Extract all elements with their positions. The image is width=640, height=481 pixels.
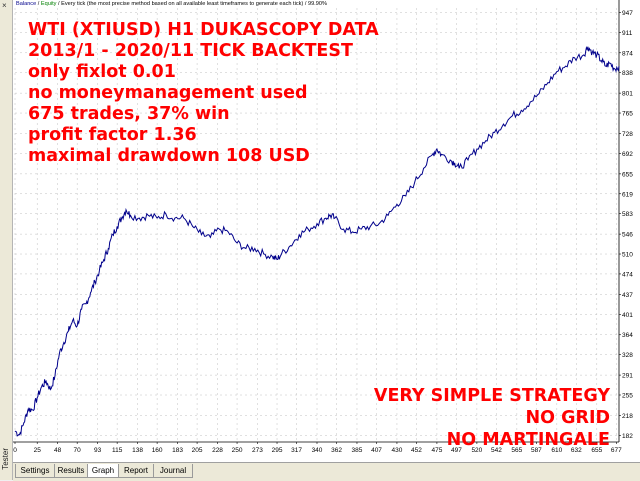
y-tick-label: 655 <box>622 171 633 178</box>
overlay-line: profit factor 1.36 <box>28 125 197 145</box>
y-tick-label: 947 <box>622 10 633 17</box>
tab-journal[interactable]: Journal <box>153 464 193 478</box>
tester-label: Tester <box>1 448 10 470</box>
overlay-line: WTI (XTIUSD) H1 DUKASCOPY DATA <box>28 20 379 40</box>
tab-graph[interactable]: Graph <box>87 464 119 478</box>
y-tick-label: 546 <box>622 232 633 239</box>
tester-tabs-bar: Settings Results Graph Report Journal <box>13 462 640 481</box>
overlay-line: 2013/1 - 2020/11 TICK BACKTEST <box>28 41 353 61</box>
x-tick-label: 497 <box>451 447 462 454</box>
x-tick-label: 430 <box>392 447 403 454</box>
chart-info-line: Balance / Equity / Every tick (the most … <box>16 1 327 7</box>
x-tick-label: 407 <box>371 447 382 454</box>
x-tick-label: 362 <box>331 447 342 454</box>
overlay-line: NO GRID <box>525 408 611 428</box>
y-tick-label: 218 <box>622 413 633 420</box>
overlay-line: 675 trades, 37% win <box>28 104 230 124</box>
y-tick-label: 619 <box>622 191 633 198</box>
x-tick-label: 273 <box>252 447 263 454</box>
overlay-line: only fixlot 0.01 <box>28 62 176 82</box>
overlay-summary-text: WTI (XTIUSD) H1 DUKASCOPY DATA 2013/1 - … <box>28 20 379 167</box>
y-tick-label: 291 <box>622 373 633 380</box>
x-tick-label: 70 <box>74 447 82 454</box>
balance-series-line <box>14 46 620 437</box>
x-tick-label: 677 <box>611 447 622 454</box>
y-tick-label: 838 <box>622 70 633 77</box>
x-tick-label: 93 <box>94 447 102 454</box>
y-tick-label: 692 <box>622 151 633 158</box>
y-tick-label: 801 <box>622 91 633 98</box>
balance-chart: 182 218 255 291 328 364 401 437 474 510 546 583 619 6… <box>13 0 640 462</box>
chart-svg: 182 218 255 291 328 364 401 437 474 510 546 583 619 6… <box>13 0 633 454</box>
overlay-line: NO MARTINGALE <box>446 430 610 450</box>
x-tick-label: 205 <box>192 447 203 454</box>
balance-legend: Balance <box>16 1 37 7</box>
info-description: / Every tick (the most precise method ba… <box>56 1 327 7</box>
y-tick-label: 328 <box>622 352 633 359</box>
x-tick-label: 317 <box>291 447 302 454</box>
tab-results[interactable]: Results <box>54 464 88 478</box>
overlay-line: maximal drawdown 108 USD <box>28 146 310 166</box>
x-tick-label: 565 <box>511 447 522 454</box>
y-tick-label: 911 <box>622 30 633 37</box>
x-tick-label: 115 <box>112 447 123 454</box>
x-tick-label: 655 <box>591 447 602 454</box>
x-tick-label: 520 <box>471 447 482 454</box>
y-tick-label: 728 <box>622 131 633 138</box>
x-tick-label: 385 <box>352 447 363 454</box>
y-tick-label: 182 <box>622 433 633 440</box>
overlay-strategy-text: VERY SIMPLE STRATEGY NO GRID NO MARTINGA… <box>374 385 610 451</box>
x-tick-label: 475 <box>431 447 442 454</box>
x-tick-label: 587 <box>531 447 542 454</box>
x-tick-label: 183 <box>172 447 183 454</box>
x-tick-label: 250 <box>232 447 243 454</box>
x-tick-label: 542 <box>491 447 502 454</box>
overlay-line: VERY SIMPLE STRATEGY <box>373 386 610 406</box>
x-tick-label: 160 <box>152 447 163 454</box>
overlay-line: no moneymanagement used <box>28 83 308 103</box>
x-tick-label: 295 <box>272 447 283 454</box>
x-tick-label: 0 <box>13 447 17 454</box>
y-tick-label: 474 <box>622 271 633 278</box>
y-tick-label: 874 <box>622 50 633 57</box>
x-tick-label: 228 <box>212 447 223 454</box>
x-tick-label: 340 <box>312 447 323 454</box>
x-tick-label: 632 <box>571 447 582 454</box>
x-tick-label: 25 <box>34 447 42 454</box>
tester-side-handle[interactable]: × Tester <box>0 0 13 480</box>
y-tick-label: 583 <box>622 211 633 218</box>
y-tick-label: 510 <box>622 252 633 259</box>
y-tick-label: 255 <box>622 393 633 400</box>
y-tick-label: 364 <box>622 332 633 339</box>
x-tick-label: 138 <box>132 447 143 454</box>
y-tick-label: 765 <box>622 111 633 118</box>
y-tick-label: 437 <box>622 292 633 299</box>
close-icon[interactable]: × <box>2 1 7 10</box>
tab-settings[interactable]: Settings <box>15 464 55 478</box>
x-tick-label: 48 <box>54 447 62 454</box>
tab-report[interactable]: Report <box>118 464 154 478</box>
y-tick-label: 401 <box>622 312 633 319</box>
info-separator: / <box>36 1 41 7</box>
equity-legend: Equity <box>40 1 57 7</box>
x-tick-label: 610 <box>551 447 562 454</box>
x-tick-label: 452 <box>411 447 422 454</box>
